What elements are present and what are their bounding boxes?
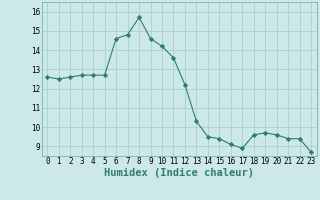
X-axis label: Humidex (Indice chaleur): Humidex (Indice chaleur) bbox=[104, 168, 254, 178]
